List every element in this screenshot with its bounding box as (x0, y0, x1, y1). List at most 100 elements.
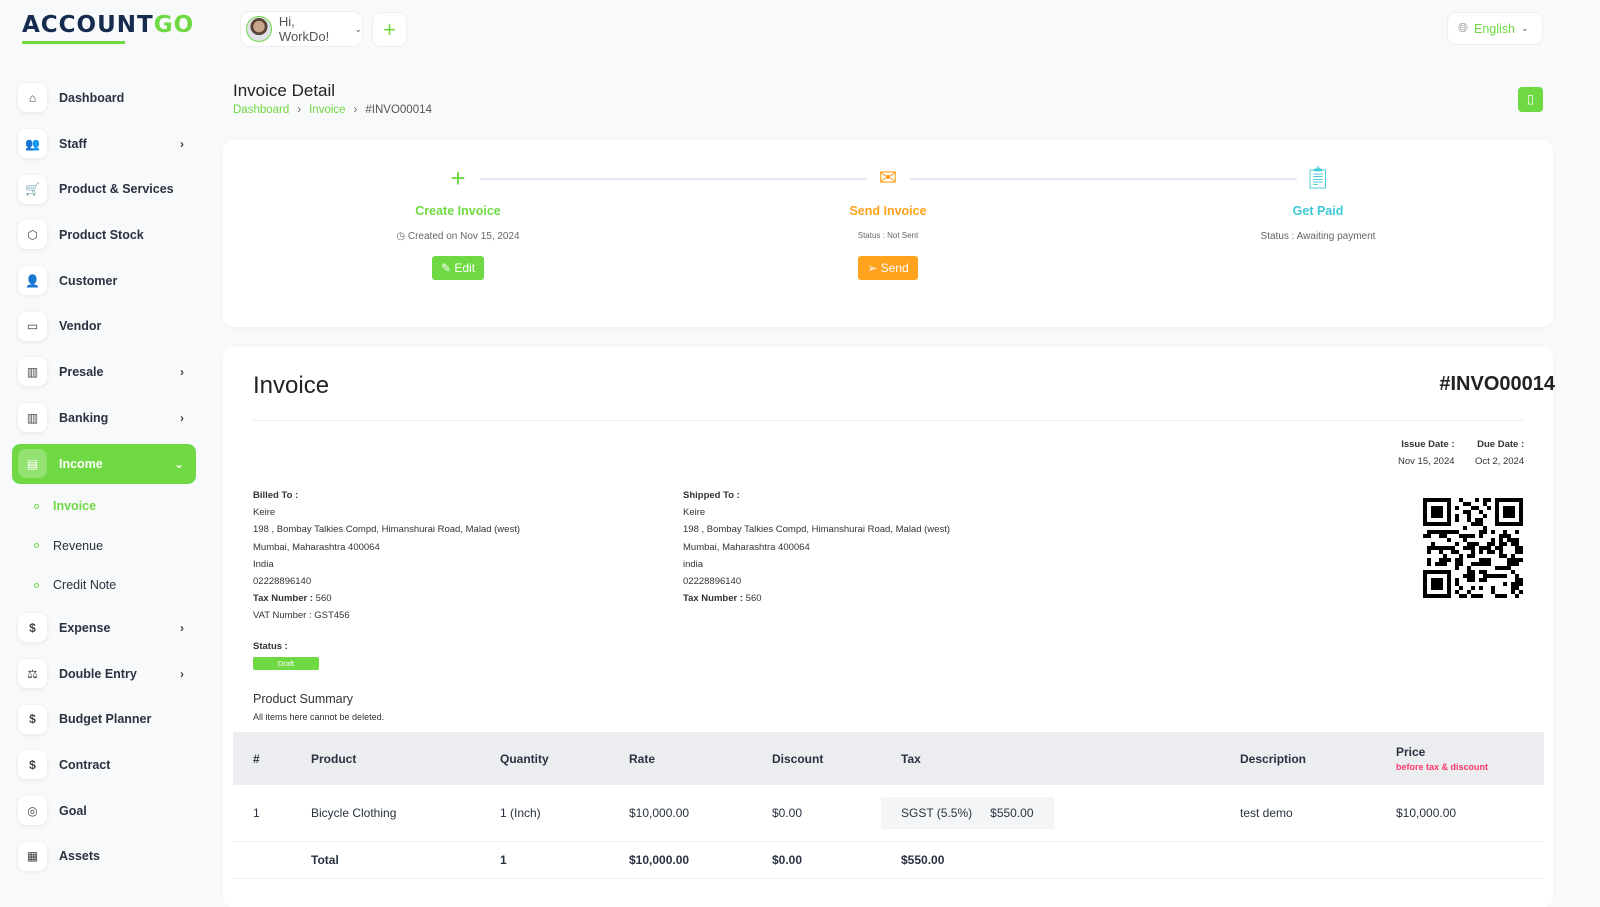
file-icon: ▯ (1527, 92, 1534, 106)
shipped-address: 198 , Bombay Talkies Compd, Himanshurai … (683, 524, 950, 536)
sidebar-subitem-invoice[interactable]: Invoice (12, 487, 196, 527)
sidebar-item-product-services[interactable]: 🛒 Product & Services (12, 166, 196, 212)
sidebar-subitem-credit-note[interactable]: Credit Note (12, 566, 196, 606)
sidebar-item-label: Customer (59, 273, 118, 288)
sidebar-item-product-stock[interactable]: ⬡ Product Stock (12, 212, 196, 258)
sidebar-item-goal[interactable]: ◎ Goal (12, 788, 196, 834)
sidebar-item-assets[interactable]: ▦ Assets (12, 833, 196, 879)
price-note: before tax & discount (1396, 761, 1489, 772)
chevron-down-icon: ⌄ (173, 456, 184, 471)
billed-address: 198 , Bombay Talkies Compd, Himanshurai … (253, 524, 520, 536)
step-status: Created on Nov 15, 2024 (407, 231, 520, 242)
shipped-to: Shipped To : Keire 198 , Bombay Talkies … (683, 487, 950, 607)
billed-label: Billed To : (253, 490, 299, 501)
billed-tax: 560 (315, 593, 332, 605)
sidebar-item-label: Product Stock (59, 227, 144, 242)
user-plus-icon: 👤 (18, 266, 47, 296)
sidebar-subitem-label: Credit Note (53, 578, 117, 593)
sidebar-item-banking[interactable]: ▥ Banking › (12, 395, 196, 441)
sidebar-item-label: Staff (59, 136, 87, 151)
cell-discount: $0.00 (752, 785, 881, 842)
tax-name: SGST (5.5%) (901, 805, 973, 820)
sidebar-item-label: Expense (59, 620, 111, 635)
chevron-right-icon: › (180, 410, 184, 425)
send-icon: ➢ (867, 261, 881, 275)
shipped-label: Shipped To : (683, 490, 740, 501)
sidebar-item-label: Income (59, 456, 103, 471)
file-icon: ▤ (18, 449, 47, 478)
bullet-icon (34, 503, 39, 509)
cell-quantity: 1 (Inch) (480, 785, 609, 842)
chevron-right-icon: › (180, 620, 184, 635)
cell-description: test demo (1220, 785, 1376, 842)
target-icon: ◎ (18, 796, 47, 826)
total-discount: $0.00 (752, 841, 881, 879)
total-label: Total (291, 841, 480, 879)
user-menu[interactable]: Hi, WorkDo! ⌄ (240, 11, 363, 47)
logo[interactable]: ACCOUNTGO (22, 12, 193, 46)
step-get-paid: 📋︎ Get Paid Status : Awaiting payment (1188, 165, 1448, 242)
qr-code (1423, 498, 1523, 598)
total-row: Total 1 $10,000.00 $0.00 $550.00 (233, 841, 1544, 879)
breadcrumb-invoice[interactable]: Invoice (309, 104, 346, 116)
sidebar-subitem-revenue[interactable]: Revenue (12, 526, 196, 566)
sidebar-item-staff[interactable]: 👥 Staff › (12, 121, 196, 167)
bank-icon: ▥ (18, 403, 47, 433)
sidebar-item-expense[interactable]: $ Expense › (12, 605, 196, 651)
edit-button[interactable]: ✎ Edit (431, 256, 485, 280)
home-icon: ⌂ (18, 83, 47, 113)
clipboard-dollar-icon: 📋︎ (1304, 165, 1332, 190)
sidebar-item-income[interactable]: ▤ Income ⌄ (12, 443, 196, 484)
sidebar-item-contract[interactable]: $ Contract (12, 742, 196, 788)
sidebar-item-customer[interactable]: 👤 Customer (12, 258, 196, 304)
col-product: Product (291, 732, 480, 785)
quick-add-button[interactable]: + (372, 12, 407, 47)
sidebar-item-label: Double Entry (59, 666, 137, 681)
note-icon: ▭ (18, 311, 47, 341)
sidebar-item-budget-planner[interactable]: $ Budget Planner (12, 696, 196, 742)
issue-date: Nov 15, 2024 (1398, 456, 1455, 468)
invoice-number: #INVO00014 (1439, 373, 1555, 395)
breadcrumb: Dashboard › Invoice › #INVO00014 (233, 104, 432, 116)
step-status: Status : Awaiting payment (1260, 231, 1376, 242)
status-badge: Draft (253, 657, 319, 670)
shipped-city: Mumbai, Maharashtra 400064 (683, 541, 810, 553)
language-label: English (1474, 21, 1516, 36)
billed-name: Keire (253, 507, 276, 519)
sidebar-item-label: Presale (59, 364, 104, 379)
users-icon: 👥 (18, 129, 47, 159)
sidebar-item-label: Banking (59, 410, 109, 425)
col-no: # (233, 732, 291, 785)
breadcrumb-dashboard[interactable]: Dashboard (233, 104, 290, 116)
download-button[interactable]: ▯ (1518, 87, 1543, 112)
tax-amount: $550.00 (990, 805, 1034, 820)
bullet-icon (34, 582, 39, 588)
sidebar-item-dashboard[interactable]: ⌂ Dashboard (12, 75, 196, 121)
sidebar-item-label: Goal (59, 803, 87, 818)
cell-no: 1 (233, 785, 291, 842)
sidebar-item-vendor[interactable]: ▭ Vendor (12, 303, 196, 349)
cell-product: Bicycle Clothing (291, 785, 480, 842)
billed-vat: VAT Number : GST456 (253, 610, 350, 622)
coins-icon: $ (18, 704, 47, 734)
step-create-invoice: + Create Invoice ◷ Created on Nov 15, 20… (328, 165, 588, 280)
sidebar-item-presale[interactable]: ▥ Presale › (12, 349, 196, 395)
chevron-right-icon: › (180, 666, 184, 681)
sidebar-item-double-entry[interactable]: ⚖ Double Entry › (12, 651, 196, 697)
invoice-heading: Invoice (253, 372, 330, 399)
edit-icon: ✎ (440, 261, 455, 275)
breadcrumb-current: #INVO00014 (365, 104, 432, 116)
sidebar-item-label: Dashboard (59, 90, 125, 105)
send-button[interactable]: ➢ Send (858, 256, 918, 280)
chevron-right-icon: › (180, 136, 184, 151)
due-date-label: Due Date : (1477, 439, 1525, 450)
billed-phone: 02228896140 (253, 576, 312, 588)
plus-icon: + (450, 163, 466, 193)
table-row: 1 Bicycle Clothing 1 (Inch) $10,000.00 $… (233, 785, 1544, 842)
step-send-invoice: ✉ Send Invoice Status : Not Sent ➢ Send (758, 165, 1018, 280)
box-icon: ⬡ (18, 220, 47, 250)
language-select[interactable]: 🌐︎ English ⌄ (1447, 12, 1543, 45)
step-name: Create Invoice (415, 204, 501, 218)
product-summary-note: All items here cannot be deleted. (253, 712, 385, 722)
total-rate: $10,000.00 (609, 841, 752, 879)
